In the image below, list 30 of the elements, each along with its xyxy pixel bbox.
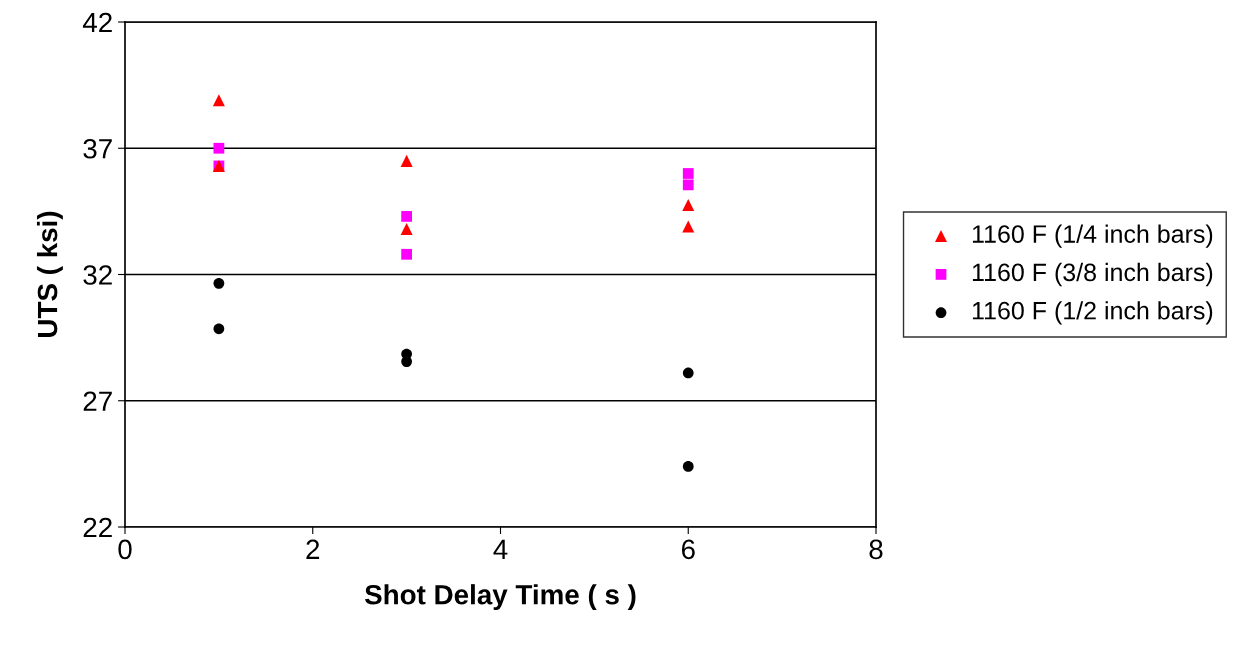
point bbox=[682, 367, 694, 379]
point bbox=[401, 248, 412, 260]
point bbox=[682, 179, 694, 191]
legend-label: 1160 F (1/2 inch bars) bbox=[972, 301, 1213, 325]
legend-label: 1160 F (1/4 inch bars) bbox=[972, 224, 1213, 248]
point bbox=[213, 142, 225, 154]
x-tick-label: 8 bbox=[869, 539, 883, 560]
point bbox=[682, 199, 695, 212]
point bbox=[682, 461, 694, 472]
y-tick-label: 32 bbox=[83, 265, 112, 285]
point bbox=[682, 168, 694, 179]
y-tick-label: 27 bbox=[83, 391, 112, 411]
point bbox=[682, 220, 695, 233]
x-tick-label: 6 bbox=[681, 539, 695, 560]
x-tick-label: 4 bbox=[493, 539, 508, 559]
y-tick-label: 22 bbox=[83, 517, 112, 538]
point bbox=[401, 356, 412, 367]
y-tick-label: 37 bbox=[83, 138, 112, 159]
point bbox=[213, 277, 225, 289]
point bbox=[213, 323, 225, 335]
point bbox=[401, 211, 412, 222]
x-tick-label: 0 bbox=[118, 539, 132, 560]
x-axis-title: Shot Delay Time ( s ) bbox=[364, 584, 636, 611]
y-tick-label: 42 bbox=[82, 12, 112, 33]
x-tick-label: 2 bbox=[306, 539, 320, 559]
point bbox=[400, 223, 413, 236]
point bbox=[400, 154, 413, 167]
y-axis-title: UTS ( ksi) bbox=[36, 211, 63, 337]
legend-label: 1160 F (3/8 inch bars) bbox=[972, 262, 1213, 287]
point bbox=[212, 94, 225, 107]
